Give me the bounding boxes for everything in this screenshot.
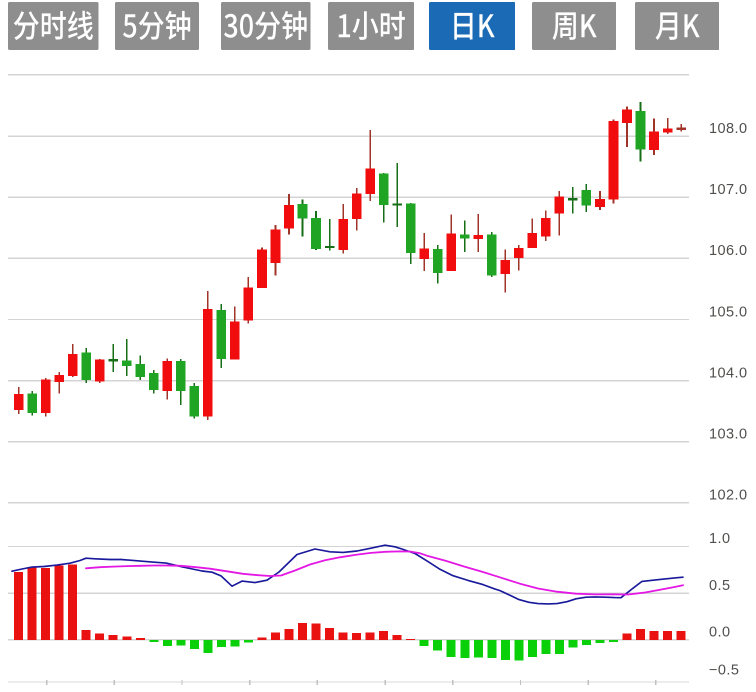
svg-text:0.5: 0.5 <box>709 578 731 594</box>
svg-text:0.0: 0.0 <box>709 625 731 641</box>
svg-text:106.0: 106.0 <box>709 243 748 259</box>
svg-text:−0.5: −0.5 <box>709 663 739 679</box>
svg-text:105.0: 105.0 <box>709 304 748 320</box>
svg-text:102.0: 102.0 <box>709 488 748 504</box>
svg-text:1.0: 1.0 <box>709 531 731 547</box>
svg-text:103.0: 103.0 <box>709 427 748 443</box>
svg-text:107.0: 107.0 <box>709 182 748 198</box>
svg-text:104.0: 104.0 <box>709 365 748 381</box>
svg-text:108.0: 108.0 <box>709 121 748 137</box>
